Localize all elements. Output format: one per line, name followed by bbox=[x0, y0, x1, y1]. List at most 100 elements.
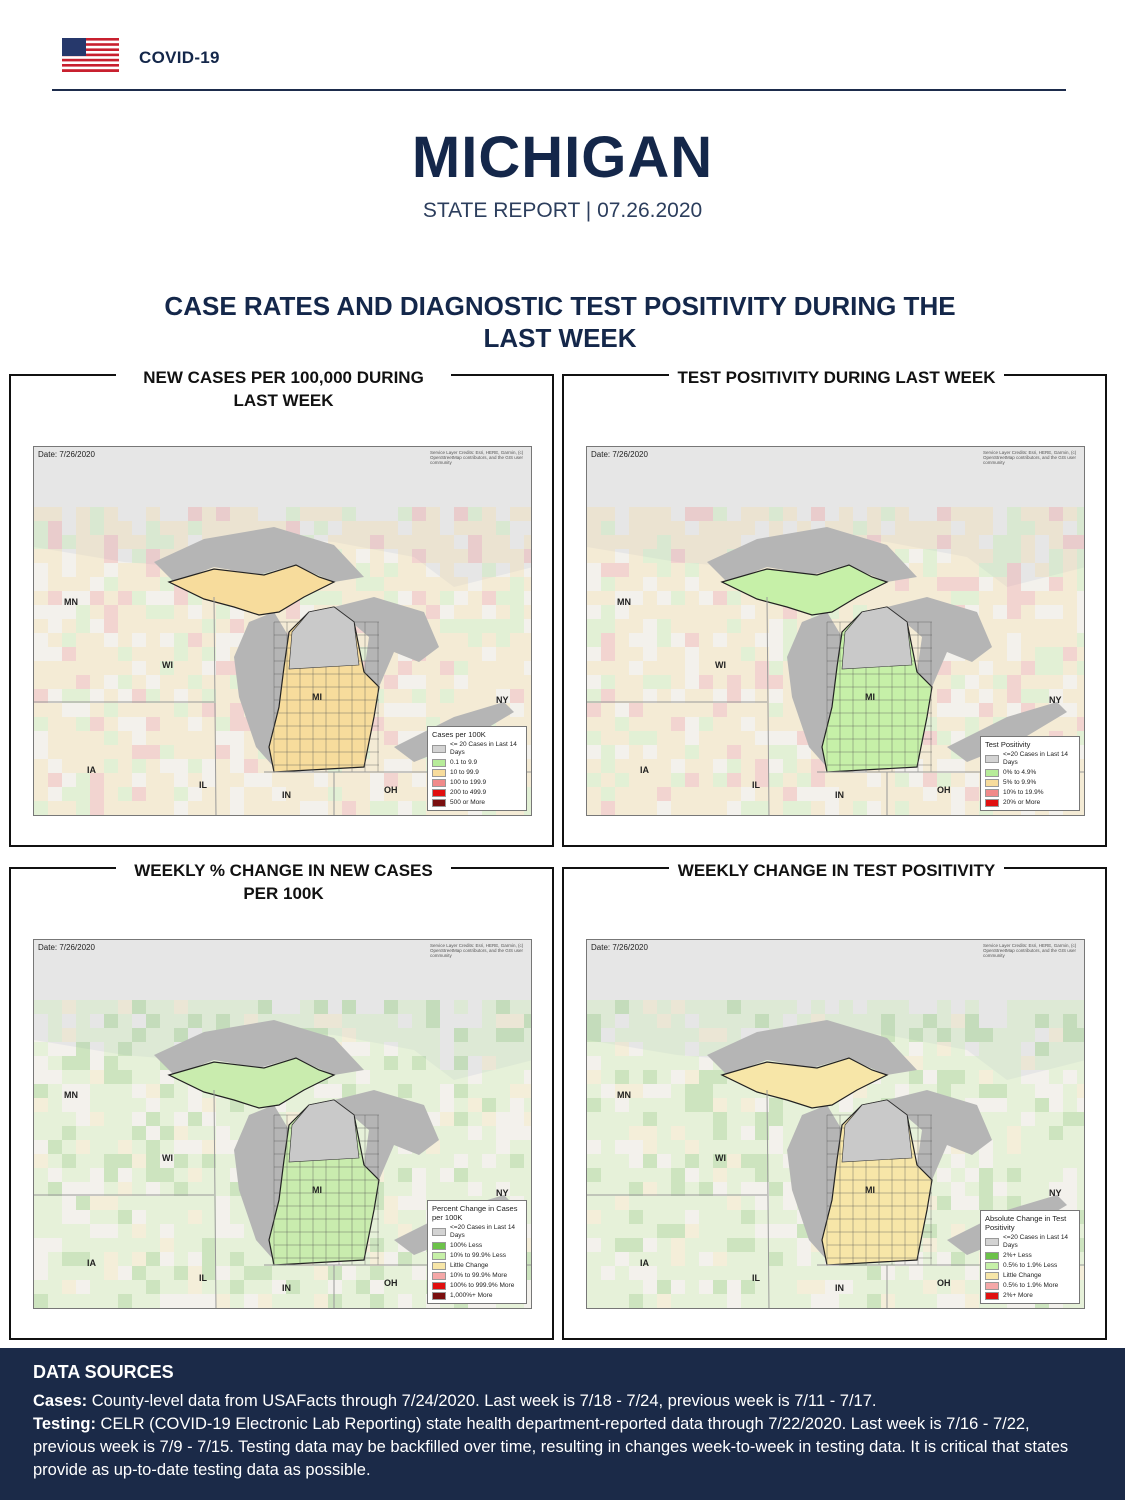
legend-label: 2%+ Less bbox=[1003, 1252, 1032, 1259]
legend-swatch bbox=[432, 1242, 446, 1250]
state-label: IL bbox=[752, 780, 760, 790]
state-label: IA bbox=[640, 765, 649, 775]
map-graphic bbox=[34, 447, 531, 815]
map-credit: Service Layer Credits: Esri, HERE, Garmi… bbox=[983, 943, 1077, 958]
cases-text: County-level data from USAFacts through … bbox=[87, 1392, 877, 1410]
map-date: Date: 7/26/2020 bbox=[591, 450, 648, 459]
header-divider bbox=[52, 89, 1066, 91]
legend-item: 0.5% to 1.9% Less bbox=[985, 1262, 1075, 1270]
state-label: IL bbox=[199, 1273, 207, 1283]
legend-swatch bbox=[432, 779, 446, 787]
state-label: IL bbox=[199, 780, 207, 790]
legend-swatch bbox=[432, 789, 446, 797]
legend-item: 10% to 19.9% bbox=[985, 789, 1075, 797]
legend-swatch bbox=[985, 799, 999, 807]
legend-item: 10% to 99.9% More bbox=[432, 1272, 522, 1280]
legend-swatch bbox=[985, 1282, 999, 1290]
legend-label: 100% Less bbox=[450, 1242, 483, 1249]
report-header: COVID-19 bbox=[0, 0, 1125, 100]
legend-item: 0% to 4.9% bbox=[985, 769, 1075, 777]
state-label: NY bbox=[496, 1188, 509, 1198]
map-date: Date: 7/26/2020 bbox=[591, 943, 648, 952]
state-label: IL bbox=[752, 1273, 760, 1283]
legend-label: 200 to 499.9 bbox=[450, 789, 487, 796]
legend-label: 0.5% to 1.9% Less bbox=[1003, 1262, 1058, 1269]
state-label: WI bbox=[162, 660, 173, 670]
legend-item: 2%+ Less bbox=[985, 1252, 1075, 1260]
state-label: WI bbox=[162, 1153, 173, 1163]
legend-swatch bbox=[432, 1272, 446, 1280]
state-label: WI bbox=[715, 1153, 726, 1163]
panel-change-positivity: WEEKLY CHANGE IN TEST POSITIVITY Date: 7/… bbox=[562, 859, 1107, 1340]
legend-label: Little Change bbox=[1003, 1272, 1042, 1279]
legend-swatch bbox=[432, 799, 446, 807]
legend-swatch bbox=[985, 1272, 999, 1280]
map-credit: Service Layer Credits: Esri, HERE, Garmi… bbox=[430, 943, 524, 958]
report-subtitle: STATE REPORT | 07.26.2020 bbox=[422, 199, 703, 222]
legend-title: Percent Change in Cases per 100K bbox=[432, 1204, 518, 1222]
state-label: IA bbox=[87, 1258, 96, 1268]
map-date: Date: 7/26/2020 bbox=[38, 943, 95, 952]
legend-item: Little Change bbox=[985, 1272, 1075, 1280]
legend-label: 100% to 999.9% More bbox=[450, 1282, 515, 1289]
legend-label: 0.5% to 1.9% More bbox=[1003, 1282, 1059, 1289]
legend-label: <= 20 Cases in Last 14 Days bbox=[450, 741, 517, 756]
panel-new-cases: NEW CASES PER 100,000 DURING LAST WEEK Da… bbox=[9, 366, 554, 847]
county-map: Date: 7/26/2020 Service Layer Credits: Es… bbox=[33, 446, 532, 816]
panel-test-positivity: TEST POSITIVITY DURING LAST WEEK Date: 7/… bbox=[562, 366, 1107, 847]
legend-swatch bbox=[432, 759, 446, 767]
state-label: NY bbox=[496, 695, 509, 705]
legend-item: <=20 Cases in Last 14 Days bbox=[985, 1234, 1075, 1250]
legend-swatch bbox=[432, 1262, 446, 1270]
state-label: OH bbox=[384, 785, 398, 795]
legend-item: 20% or More bbox=[985, 799, 1075, 807]
state-label: WI bbox=[715, 660, 726, 670]
legend-item: 2%+ More bbox=[985, 1292, 1075, 1300]
legend-label: 5% to 9.9% bbox=[1003, 779, 1037, 786]
panel-title: NEW CASES PER 100,000 DURING LAST WEEK bbox=[116, 366, 451, 412]
footer-title: DATA SOURCES bbox=[33, 1362, 174, 1382]
legend-label: 20% or More bbox=[1003, 799, 1041, 806]
legend-swatch bbox=[432, 769, 446, 777]
cases-label: Cases: bbox=[33, 1392, 88, 1410]
legend-swatch bbox=[985, 1262, 999, 1270]
state-label: MI bbox=[865, 692, 875, 702]
state-label: OH bbox=[937, 1278, 951, 1288]
legend-swatch bbox=[985, 779, 999, 787]
legend-label: <=20 Cases in Last 14 Days bbox=[450, 1224, 516, 1239]
legend-label: 1,000%+ More bbox=[450, 1292, 493, 1299]
legend-swatch bbox=[985, 1238, 999, 1246]
state-label: OH bbox=[937, 785, 951, 795]
map-graphic bbox=[587, 447, 1084, 815]
state-label: IN bbox=[835, 1283, 844, 1293]
legend-label: 500 or More bbox=[450, 799, 486, 806]
legend-item: 0.5% to 1.9% More bbox=[985, 1282, 1075, 1290]
legend-swatch bbox=[985, 1292, 999, 1300]
legend-swatch bbox=[432, 1228, 446, 1236]
testing-text: CELR (COVID-19 Electronic Lab Reporting)… bbox=[33, 1415, 1069, 1479]
legend-label: 10% to 99.9% Less bbox=[450, 1252, 507, 1259]
legend-label: 0.1 to 9.9 bbox=[450, 759, 478, 766]
state-label: MI bbox=[312, 692, 322, 702]
legend-item: 100% Less bbox=[432, 1242, 522, 1250]
legend-title: Absolute Change in Test Positivity bbox=[985, 1214, 1067, 1232]
legend-swatch bbox=[432, 1252, 446, 1260]
legend-swatch bbox=[985, 769, 999, 777]
testing-label: Testing: bbox=[33, 1415, 96, 1433]
us-flag-icon bbox=[62, 38, 119, 72]
legend-swatch bbox=[985, 1252, 999, 1260]
legend-item: 100 to 199.9 bbox=[432, 779, 522, 787]
legend-label: 2%+ More bbox=[1003, 1292, 1033, 1299]
legend-swatch bbox=[432, 1292, 446, 1300]
state-label: MN bbox=[617, 1090, 631, 1100]
legend-label: 10 to 99.9 bbox=[450, 769, 479, 776]
legend-item: 200 to 499.9 bbox=[432, 789, 522, 797]
state-label: IN bbox=[282, 790, 291, 800]
state-label: NY bbox=[1049, 1188, 1062, 1198]
panel-change-cases: WEEKLY % CHANGE IN NEW CASES PER 100K Dat… bbox=[9, 859, 554, 1340]
panel-title: WEEKLY % CHANGE IN NEW CASES PER 100K bbox=[116, 859, 451, 905]
legend-label: 100 to 199.9 bbox=[450, 779, 487, 786]
legend-label: Little Change bbox=[450, 1262, 489, 1269]
cases-source: Cases: County-level data from USAFacts t… bbox=[33, 1390, 1092, 1413]
legend-label: 10% to 99.9% More bbox=[450, 1272, 508, 1279]
